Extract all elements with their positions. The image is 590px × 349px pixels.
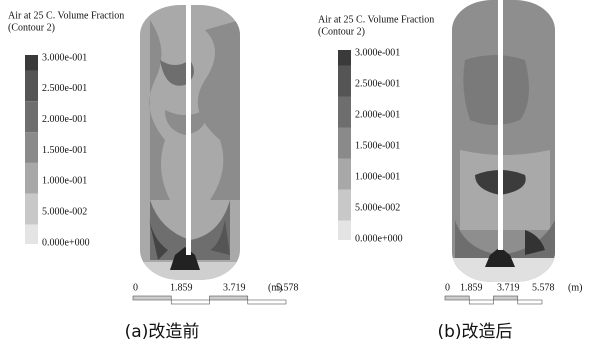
legend-title: Air at 25 C. Volume Fraction (8, 10, 124, 21)
legend-swatch (338, 66, 351, 97)
legend-label: 2.500e-001 (42, 83, 87, 94)
legend-swatch (25, 101, 38, 132)
legend-swatch (25, 70, 38, 101)
scale-bar (518, 300, 542, 304)
caption: (b)改造后 (437, 322, 512, 342)
caption: (a)改造前 (125, 322, 200, 342)
scale-unit: (m) (568, 282, 582, 293)
legend-title: (Contour 2) (8, 22, 55, 33)
legend-label: 2.000e-001 (355, 109, 400, 120)
scale-label: 3.719 (223, 282, 246, 293)
scale-bar (133, 296, 171, 300)
legend-swatch (338, 221, 351, 241)
scale-label: 0 (445, 282, 450, 293)
scale-bar (171, 300, 209, 304)
legend-label: 1.000e-001 (355, 171, 400, 182)
legend-label: 1.500e-001 (42, 145, 87, 156)
scale-label: 5.578 (532, 282, 555, 293)
scale-label: 3.719 (497, 282, 520, 293)
scale-label: 0 (133, 282, 138, 293)
scale-bar (445, 296, 469, 300)
legend-title: (Contour 2) (318, 26, 365, 37)
legend-label: 1.000e-001 (42, 176, 87, 187)
contour-a (140, 0, 240, 287)
scale-bar (469, 300, 493, 304)
legend-label: 5.000e-002 (355, 202, 400, 213)
legend-label: 0.000e+000 (355, 233, 403, 244)
legend-swatch (25, 194, 38, 225)
legend-label: 3.000e-001 (42, 52, 87, 63)
legend-label: 5.000e-002 (42, 206, 87, 217)
figure: Air at 25 C. Volume Fraction(Contour 2)3… (0, 0, 590, 349)
scale-bar (494, 296, 518, 300)
scale-label: 1.859 (460, 282, 483, 293)
scale-bar (248, 300, 286, 304)
legend-swatch (338, 159, 351, 190)
legend-label: 1.500e-001 (355, 140, 400, 151)
scale-label: 1.859 (170, 282, 193, 293)
legend-label: 2.000e-001 (42, 114, 87, 125)
legend-swatch (25, 163, 38, 194)
legend-label: 3.000e-001 (355, 47, 400, 58)
legend-swatch (25, 225, 38, 244)
legend-label: 2.500e-001 (355, 78, 400, 89)
contour-b (452, 0, 555, 288)
legend-title: Air at 25 C. Volume Fraction (318, 14, 434, 25)
legend-swatch (338, 97, 351, 128)
scale-unit: (m) (268, 282, 282, 293)
legend-swatch (338, 190, 351, 221)
legend-label: 0.000e+000 (42, 237, 90, 248)
legend-swatch (25, 132, 38, 163)
scale-bar (210, 296, 248, 300)
legend-swatch (338, 128, 351, 159)
